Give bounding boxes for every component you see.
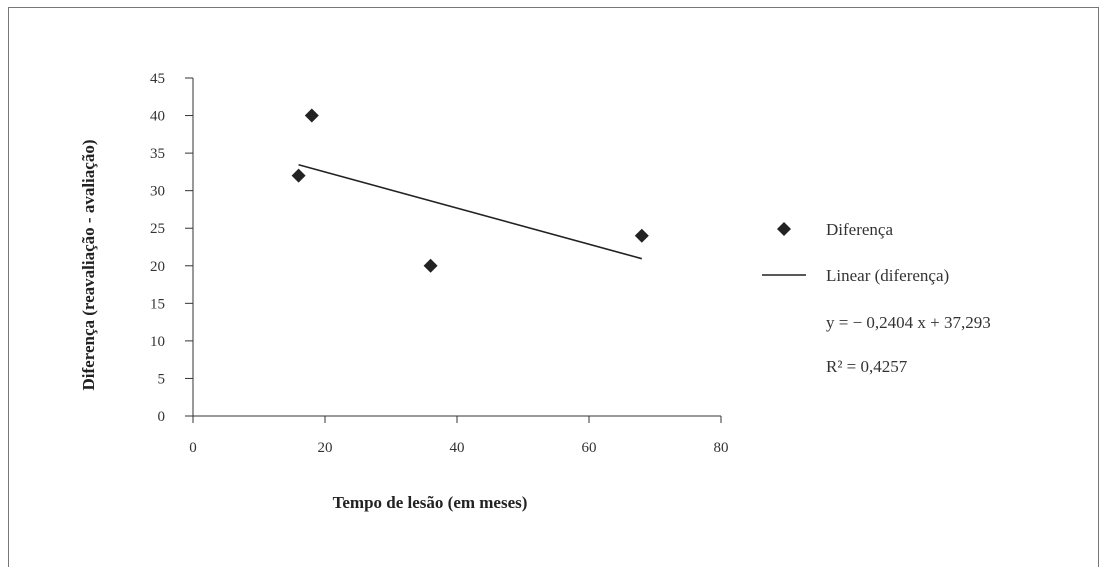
- x-tick-label: 40: [450, 440, 465, 456]
- y-tick-label: 5: [158, 371, 166, 387]
- x-tick-label: 0: [189, 440, 197, 456]
- y-tick-label: 45: [150, 71, 165, 87]
- trendline-equation: y = − 0,2404 x + 37,293: [826, 313, 991, 332]
- legend: Diferença Linear (diferença) y = − 0,240…: [762, 220, 991, 376]
- data-point: [291, 168, 306, 183]
- y-tick-label: 30: [150, 184, 165, 200]
- y-tick-label: 25: [150, 221, 165, 237]
- data-point: [304, 108, 319, 123]
- y-tick-label: 15: [150, 296, 165, 312]
- x-tick-label: 20: [318, 440, 333, 456]
- y-tick-label: 20: [150, 259, 165, 275]
- y-tick-label: 35: [150, 146, 165, 162]
- y-tick-label: 10: [150, 334, 165, 350]
- axes: [192, 78, 721, 417]
- y-tick-label: 0: [158, 409, 166, 425]
- data-points: [291, 108, 649, 273]
- x-ticks: 0 20 40 60 80: [189, 416, 729, 456]
- legend-diamond-marker: [777, 222, 791, 236]
- legend-label-linear: Linear (diferença): [826, 266, 949, 285]
- y-tick-label: 40: [150, 109, 165, 125]
- x-tick-label: 80: [714, 440, 729, 456]
- x-tick-label: 60: [582, 440, 597, 456]
- y-ticks: 0 5 10 15 20 25 30 35 40 45: [150, 71, 193, 425]
- y-axis-title: Diferença (reavaliação - avaliação): [79, 140, 98, 391]
- figure-frame: [8, 7, 1099, 567]
- trendline: [298, 164, 643, 260]
- r-squared-value: R² = 0,4257: [826, 357, 908, 376]
- data-point: [423, 258, 438, 273]
- trendline-group: [298, 164, 643, 260]
- x-axis-title: Tempo de lesão (em meses): [333, 493, 528, 512]
- legend-label-diferenca: Diferença: [826, 220, 893, 239]
- data-point: [634, 228, 649, 243]
